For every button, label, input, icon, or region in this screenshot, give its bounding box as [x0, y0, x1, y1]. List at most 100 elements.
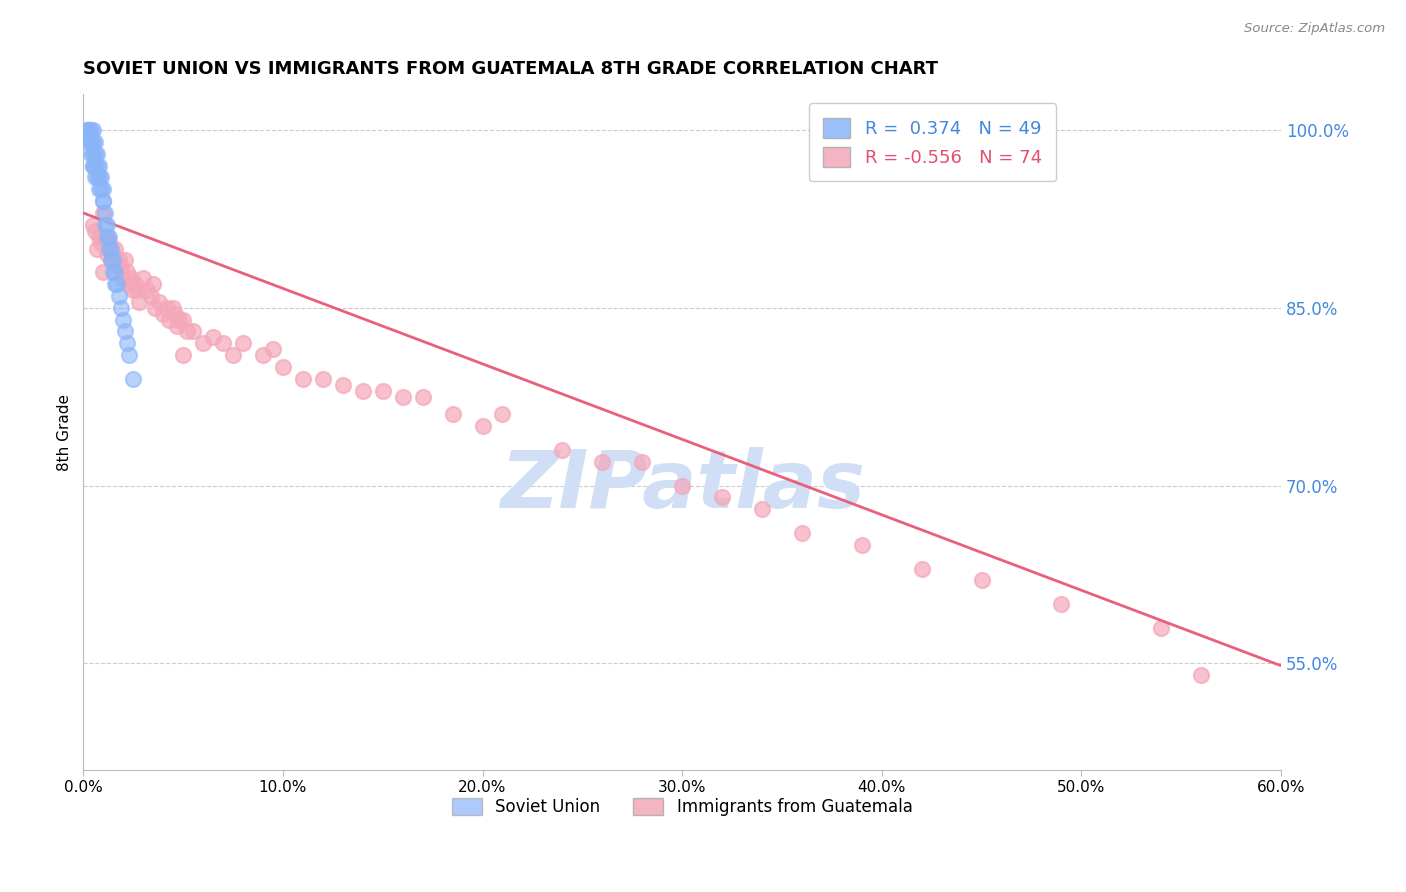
- Point: [127, 283, 149, 297]
- Point: [312, 372, 335, 386]
- Point: [141, 289, 163, 303]
- Point: [118, 277, 141, 291]
- Point: [86, 242, 108, 256]
- Point: [166, 318, 188, 333]
- Point: [262, 343, 284, 357]
- Point: [491, 408, 513, 422]
- Point: [89, 170, 111, 185]
- Point: [142, 277, 165, 291]
- Point: [551, 442, 574, 457]
- Point: [84, 224, 107, 238]
- Point: [1050, 597, 1073, 611]
- Point: [167, 312, 190, 326]
- Point: [222, 348, 245, 362]
- Point: [143, 301, 166, 315]
- Point: [124, 277, 146, 291]
- Point: [122, 372, 145, 386]
- Point: [176, 325, 198, 339]
- Point: [91, 206, 114, 220]
- Text: SOVIET UNION VS IMMIGRANTS FROM GUATEMALA 8TH GRADE CORRELATION CHART: SOVIET UNION VS IMMIGRANTS FROM GUATEMAL…: [83, 60, 938, 78]
- Point: [970, 574, 993, 588]
- Point: [94, 206, 117, 220]
- Point: [76, 123, 98, 137]
- Point: [128, 294, 150, 309]
- Point: [104, 242, 127, 256]
- Point: [100, 242, 122, 256]
- Point: [711, 491, 734, 505]
- Point: [1150, 621, 1173, 635]
- Point: [132, 271, 155, 285]
- Point: [148, 294, 170, 309]
- Point: [1189, 668, 1212, 682]
- Point: [96, 247, 118, 261]
- Point: [94, 218, 117, 232]
- Point: [80, 146, 103, 161]
- Point: [108, 289, 131, 303]
- Point: [96, 229, 118, 244]
- Point: [84, 135, 107, 149]
- Point: [96, 218, 118, 232]
- Text: ZIPatlas: ZIPatlas: [499, 447, 865, 525]
- Point: [91, 194, 114, 208]
- Point: [110, 301, 132, 315]
- Point: [152, 307, 174, 321]
- Point: [115, 265, 138, 279]
- Point: [471, 419, 494, 434]
- Point: [671, 478, 693, 492]
- Point: [232, 336, 254, 351]
- Point: [84, 146, 107, 161]
- Point: [371, 384, 394, 398]
- Point: [114, 253, 136, 268]
- Point: [118, 348, 141, 362]
- Point: [77, 123, 100, 137]
- Point: [332, 377, 354, 392]
- Point: [84, 170, 107, 185]
- Point: [591, 455, 613, 469]
- Point: [82, 159, 104, 173]
- Point: [84, 159, 107, 173]
- Point: [104, 277, 127, 291]
- Point: [115, 336, 138, 351]
- Point: [82, 135, 104, 149]
- Point: [751, 502, 773, 516]
- Point: [96, 229, 118, 244]
- Point: [851, 538, 873, 552]
- Y-axis label: 8th Grade: 8th Grade: [58, 393, 72, 471]
- Point: [172, 348, 194, 362]
- Point: [77, 135, 100, 149]
- Point: [103, 265, 125, 279]
- Point: [157, 312, 180, 326]
- Point: [631, 455, 654, 469]
- Point: [80, 123, 103, 137]
- Point: [91, 265, 114, 279]
- Point: [105, 277, 128, 291]
- Point: [89, 159, 111, 173]
- Point: [191, 336, 214, 351]
- Point: [114, 325, 136, 339]
- Point: [82, 159, 104, 173]
- Point: [790, 525, 813, 540]
- Point: [89, 182, 111, 196]
- Point: [122, 283, 145, 297]
- Point: [98, 242, 121, 256]
- Point: [271, 359, 294, 374]
- Point: [80, 135, 103, 149]
- Point: [172, 312, 194, 326]
- Point: [911, 561, 934, 575]
- Point: [86, 170, 108, 185]
- Point: [181, 325, 204, 339]
- Point: [112, 312, 135, 326]
- Point: [105, 260, 128, 274]
- Point: [252, 348, 274, 362]
- Point: [412, 390, 434, 404]
- Point: [441, 408, 464, 422]
- Point: [82, 123, 104, 137]
- Point: [100, 253, 122, 268]
- Point: [98, 235, 121, 250]
- Point: [156, 301, 179, 315]
- Point: [202, 330, 225, 344]
- Point: [162, 301, 184, 315]
- Point: [86, 146, 108, 161]
- Point: [82, 146, 104, 161]
- Point: [76, 123, 98, 137]
